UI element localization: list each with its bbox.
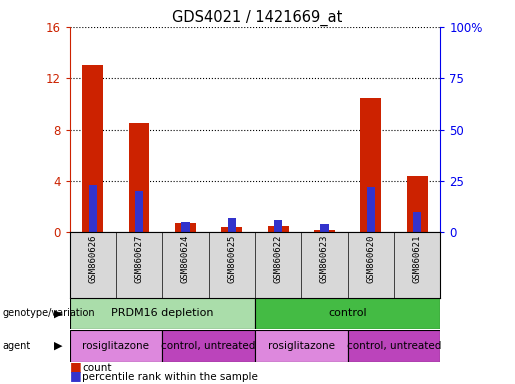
Bar: [70, 298, 255, 329]
Text: GSM860620: GSM860620: [366, 234, 375, 283]
Text: agent: agent: [3, 341, 31, 351]
Text: ▶: ▶: [54, 308, 63, 318]
Bar: [89, 185, 97, 232]
Bar: [274, 220, 282, 232]
Text: GSM860626: GSM860626: [88, 234, 97, 283]
Bar: [70, 330, 162, 362]
Bar: [181, 222, 190, 232]
Text: GSM860624: GSM860624: [181, 234, 190, 283]
Text: rosiglitazone: rosiglitazone: [82, 341, 149, 351]
Text: ■: ■: [70, 369, 81, 382]
Bar: [268, 226, 288, 232]
Text: control: control: [329, 308, 367, 318]
Bar: [314, 230, 335, 232]
Bar: [255, 298, 440, 329]
Text: control, untreated: control, untreated: [161, 341, 256, 351]
Bar: [228, 218, 236, 232]
Bar: [162, 330, 255, 362]
Bar: [348, 330, 440, 362]
Bar: [255, 330, 348, 362]
Text: GSM860627: GSM860627: [134, 234, 144, 283]
Text: percentile rank within the sample: percentile rank within the sample: [82, 372, 259, 382]
Bar: [175, 223, 196, 232]
Text: ▶: ▶: [54, 341, 63, 351]
Bar: [82, 65, 103, 232]
Bar: [413, 212, 421, 232]
Bar: [320, 224, 329, 232]
Bar: [129, 123, 149, 232]
Bar: [135, 191, 143, 232]
Text: count: count: [82, 363, 112, 373]
Text: GSM860622: GSM860622: [273, 234, 283, 283]
Text: GSM860623: GSM860623: [320, 234, 329, 283]
Text: ■: ■: [70, 360, 81, 373]
Bar: [407, 176, 427, 232]
Text: rosiglitazone: rosiglitazone: [268, 341, 335, 351]
Text: GSM860625: GSM860625: [227, 234, 236, 283]
Text: PRDM16 depletion: PRDM16 depletion: [111, 308, 214, 318]
Bar: [360, 98, 381, 232]
Text: GDS4021 / 1421669_at: GDS4021 / 1421669_at: [173, 10, 342, 26]
Text: genotype/variation: genotype/variation: [3, 308, 95, 318]
Bar: [367, 187, 375, 232]
Text: control, untreated: control, untreated: [347, 341, 441, 351]
Bar: [221, 227, 242, 232]
Text: GSM860621: GSM860621: [413, 234, 422, 283]
